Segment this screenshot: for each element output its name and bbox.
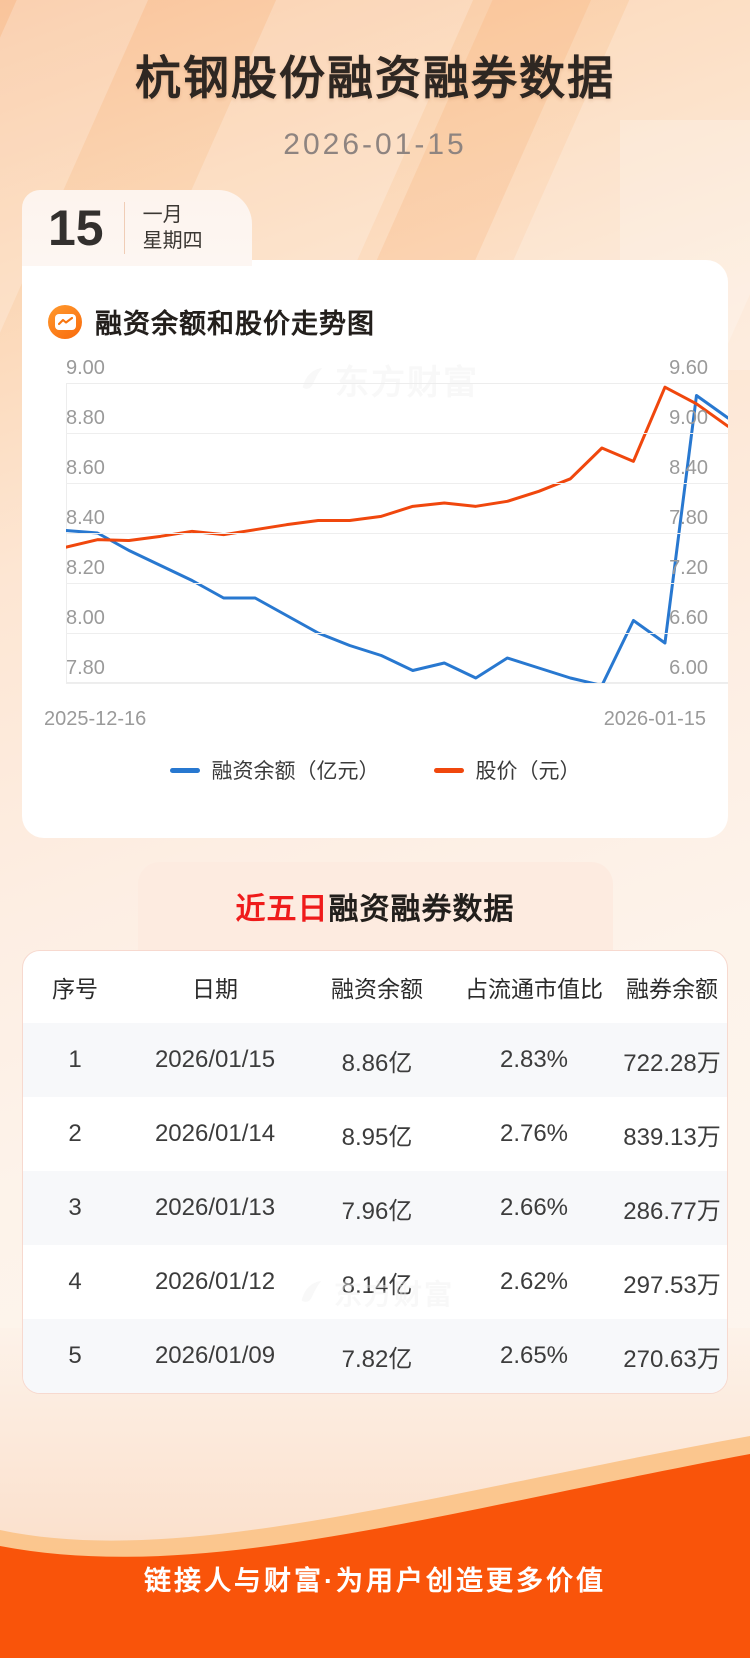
table-title-rest: 融资融券数据: [328, 893, 515, 926]
chart-series-line: [66, 394, 728, 683]
chart-y-tick-right: 6.00: [669, 657, 708, 679]
chart-legend-item[interactable]: 股价（元）: [433, 755, 581, 785]
table-cell-pct-of-float: 2.83%: [499, 1046, 569, 1073]
footer-wave: [0, 1436, 750, 1658]
date-tab-divider: [123, 202, 125, 254]
chart-legend-swatch: [169, 767, 200, 773]
page-title: 杭钢股份融资融券数据: [135, 52, 615, 104]
chart-gridline: [66, 633, 728, 634]
table-cell-short-balance: 297.53万: [623, 1271, 721, 1299]
table-cell-no: 4: [68, 1268, 82, 1295]
chart-gridline: [66, 583, 728, 584]
chart-y-tick-left: 8.20: [66, 557, 105, 579]
table-row[interactable]: 4 2026/01/12 8.14亿 2.62% 297.53万: [23, 1245, 727, 1319]
table-title-highlight: 近五日: [235, 893, 329, 926]
chart-gridline: [66, 433, 728, 434]
table-row[interactable]: 2 2026/01/14 8.95亿 2.76% 839.13万: [23, 1097, 727, 1171]
chart-title-text: 融资余额和股价走势图: [95, 309, 375, 339]
table-cell-date: 2026/01/13: [154, 1194, 276, 1221]
chart-gridline: [66, 483, 728, 484]
table-title: 近五日融资融券数据: [236, 884, 515, 928]
table-cell-pct-of-float: 2.66%: [499, 1194, 569, 1221]
table-row[interactable]: 5 2026/01/09 7.82亿 2.65% 270.63万: [23, 1319, 727, 1393]
table-cell-margin-balance: 8.95亿: [341, 1123, 413, 1151]
table-cell-pct-of-float: 2.76%: [499, 1120, 569, 1147]
page-subtitle-date: 2026-01-15: [283, 128, 467, 161]
table-col-header-date: 日期: [192, 976, 238, 1002]
table-cell-date: 2026/01/12: [154, 1268, 276, 1295]
chart-y-tick-left: 9.00: [66, 357, 105, 379]
table-cell-short-balance: 722.28万: [623, 1049, 721, 1077]
chart-x-axis-end-label: 2026-01-15: [603, 708, 706, 730]
chart-legend-item[interactable]: 融资余额（亿元）: [169, 755, 380, 785]
table-body: 1 2026/01/15 8.86亿 2.83% 722.28万 2 2026/01/14 8…: [23, 1023, 727, 1393]
table-cell-margin-balance: 8.14亿: [341, 1271, 413, 1299]
chart-plot-area: [66, 383, 728, 684]
chart-y-tick-right: 6.60: [669, 607, 708, 629]
chart-y-tick-left: 7.80: [66, 657, 105, 679]
chart-legend-label: 股价（元）: [475, 760, 581, 783]
table-cell-short-balance: 839.13万: [623, 1123, 721, 1151]
table-cell-margin-balance: 7.96亿: [341, 1197, 413, 1225]
table-col-header-pct-of-float: 占流通市值比: [465, 976, 603, 1002]
chart-line-icon: [48, 304, 82, 339]
chart-y-tick-right: 9.00: [669, 407, 708, 429]
margin-trading-table: 序号 日期 融资余额 占流通市值比 融券余额 1 2026/01/15 8.86亿 2…: [22, 950, 728, 1394]
table-section: 近五日融资融券数据 序号 日期 融资余额 占流通市值比 融券余额 1 2026/0…: [22, 862, 728, 1394]
table-row[interactable]: 3 2026/01/13 7.96亿 2.66% 286.77万: [23, 1171, 727, 1245]
zigzag-glyph: [57, 317, 73, 326]
table-row[interactable]: 1 2026/01/15 8.86亿 2.83% 722.28万: [23, 1023, 727, 1097]
chart-card: 融资余额和股价走势图 东方财富 9.00 8.80 8.60 8.40 8.20 8.00…: [22, 260, 728, 838]
chart-plot-wrapper: 东方财富 9.00 8.80 8.60 8.40 8.20 8.00 7.80 9.60 9.…: [22, 357, 728, 783]
table-cell-date: 2026/01/15: [154, 1046, 276, 1073]
chart-series-line: [66, 385, 728, 549]
table-cell-no: 3: [68, 1194, 82, 1221]
chart-x-axis-start-label: 2025-12-16: [44, 708, 147, 730]
page-footer: 链接人与财富·为用户创造更多价值: [0, 1418, 750, 1658]
chart-y-tick-right: 7.80: [669, 507, 708, 529]
chart-y-tick-left: 8.00: [66, 607, 105, 629]
chart-legend: 融资余额（亿元） 股价（元）: [22, 755, 728, 785]
table-cell-margin-balance: 7.82亿: [341, 1345, 413, 1373]
page-header: 杭钢股份融资融券数据 2026-01-15: [0, 0, 750, 162]
chart-y-tick-right: 7.20: [669, 557, 708, 579]
table-col-header-no: 序号: [52, 976, 98, 1002]
chart-gridline: [66, 683, 728, 684]
table-cell-no: 1: [68, 1046, 82, 1073]
chart-y-tick-left: 8.60: [66, 457, 105, 479]
date-tab-weekday: 星期四: [142, 230, 203, 252]
table-col-header-short-balance: 融券余额: [626, 976, 718, 1002]
chart-legend-swatch: [433, 767, 464, 773]
chart-legend-label: 融资余额（亿元）: [211, 760, 380, 783]
table-cell-no: 2: [68, 1120, 82, 1147]
date-tab: 15 一月 星期四: [22, 190, 252, 266]
chart-y-tick-left: 8.40: [66, 507, 105, 529]
table-cell-pct-of-float: 2.62%: [499, 1268, 569, 1295]
date-tab-text: 一月 星期四: [125, 202, 203, 255]
table-header-row: 序号 日期 融资余额 占流通市值比 融券余额: [23, 951, 727, 1023]
footer-slogan: 链接人与财富·为用户创造更多价值: [144, 1566, 606, 1596]
chart-gridline: [66, 533, 728, 534]
table-col-header-margin-balance: 融资余额: [331, 976, 423, 1002]
chart-section-title: 融资余额和股价走势图: [22, 260, 728, 341]
table-cell-short-balance: 270.63万: [623, 1345, 721, 1373]
chart-y-tick-left: 8.80: [66, 407, 105, 429]
chart-y-tick-right: 8.40: [669, 457, 708, 479]
chart-y-tick-right: 9.60: [669, 357, 708, 379]
date-tab-day: 15: [48, 200, 104, 256]
table-cell-date: 2026/01/09: [154, 1342, 276, 1369]
date-tab-month: 一月: [142, 203, 183, 226]
table-cell-short-balance: 286.77万: [623, 1197, 721, 1225]
table-cell-no: 5: [68, 1342, 82, 1369]
table-cell-date: 2026/01/14: [154, 1120, 276, 1147]
table-cell-margin-balance: 8.86亿: [341, 1049, 413, 1077]
table-title-pill: 近五日融资融券数据: [137, 862, 613, 950]
table-cell-pct-of-float: 2.65%: [499, 1342, 569, 1369]
